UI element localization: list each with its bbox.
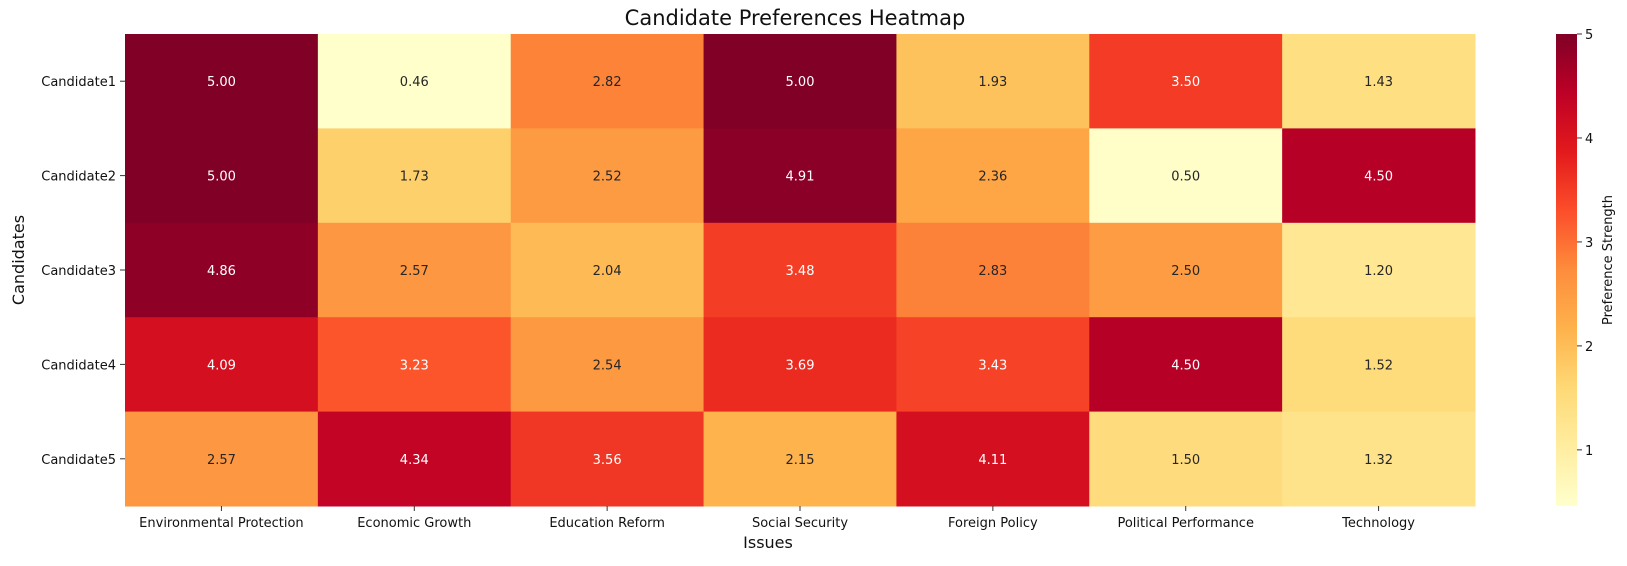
cell-value-label: 2.83 — [978, 264, 1007, 279]
cell-value-label: 2.15 — [786, 453, 815, 468]
heatmap-cell — [1089, 411, 1283, 507]
x-axis-label: Issues — [743, 533, 793, 552]
cell-value-label: 1.43 — [1364, 75, 1393, 90]
heatmap-cell — [317, 128, 512, 224]
cell-value-label: 1.73 — [400, 170, 429, 185]
y-axis-label: Candidates — [9, 215, 28, 305]
heatmap-cell — [1282, 34, 1476, 129]
y-tick-label: Candidate1 — [41, 75, 116, 90]
heatmap-cell — [510, 411, 705, 507]
cell-value-label: 2.82 — [593, 75, 622, 90]
y-tick-label: Candidate5 — [41, 453, 116, 468]
cell-value-label: 2.04 — [593, 264, 622, 279]
cell-value-label: 2.36 — [978, 170, 1007, 185]
x-tick-label: Education Reform — [549, 516, 665, 531]
heatmap-cell — [1089, 34, 1283, 129]
heatmap-cell — [1089, 222, 1283, 318]
heatmap-cell — [703, 128, 897, 224]
colorbar-tick-label: 3 — [1585, 236, 1593, 251]
heatmap-cell — [896, 411, 1090, 507]
heatmap-cell — [510, 34, 705, 129]
cell-value-label: 2.50 — [1171, 264, 1200, 279]
heatmap-cell — [125, 317, 319, 413]
cell-value-label: 5.00 — [207, 75, 236, 90]
heatmap-cell — [1282, 411, 1476, 507]
heatmap-cell — [703, 34, 897, 129]
cell-value-label: 3.23 — [400, 358, 429, 373]
heatmap-cell — [125, 222, 319, 318]
heatmap-cell — [703, 317, 897, 413]
cell-value-label: 3.50 — [1171, 75, 1200, 90]
heatmap-cell — [125, 128, 319, 224]
heatmap-cells: 5.00 0.46 2.82 5.00 1.93 3.50 1.43 5.00 1.73 2.52… — [125, 34, 1476, 507]
heatmap-cell — [510, 317, 705, 413]
heatmap-cell — [1089, 317, 1283, 413]
cell-value-label: 3.69 — [786, 358, 815, 373]
cell-value-label: 0.46 — [400, 75, 429, 90]
heatmap-cell — [510, 128, 705, 224]
heatmap-cell — [703, 222, 897, 318]
cell-value-label: 1.52 — [1364, 358, 1393, 373]
colorbar: 1 2 3 4 5 — [1556, 28, 1593, 506]
heatmap-cell — [896, 128, 1090, 224]
cell-value-label: 1.32 — [1364, 453, 1393, 468]
heatmap-cell — [317, 34, 512, 129]
heatmap-cell — [1282, 317, 1476, 413]
heatmap-cell — [317, 411, 512, 507]
heatmap-cell — [125, 411, 319, 507]
x-tick-label: Environmental Protection — [139, 516, 304, 531]
cell-value-label: 3.56 — [593, 453, 622, 468]
cell-value-label: 4.34 — [400, 453, 429, 468]
x-tick-label: Economic Growth — [357, 516, 471, 531]
cell-value-label: 2.57 — [207, 453, 236, 468]
cell-value-label: 3.43 — [978, 358, 1007, 373]
y-tick-label: Candidate4 — [41, 358, 116, 373]
heatmap-cell — [896, 34, 1090, 129]
cell-value-label: 5.00 — [786, 75, 815, 90]
heatmap-cell — [896, 222, 1090, 318]
heatmap-cell — [703, 411, 897, 507]
cell-value-label: 2.54 — [593, 358, 622, 373]
cell-value-label: 4.50 — [1364, 170, 1393, 185]
colorbar-tick-label: 2 — [1585, 340, 1593, 355]
cell-value-label: 5.00 — [207, 170, 236, 185]
x-tick-label: Technology — [1341, 516, 1415, 531]
cell-value-label: 4.86 — [207, 264, 236, 279]
y-tick-label: Candidate2 — [41, 170, 116, 185]
heatmap-cell — [317, 222, 512, 318]
cell-value-label: 2.57 — [400, 264, 429, 279]
heatmap-cell — [896, 317, 1090, 413]
cell-value-label: 4.11 — [978, 453, 1007, 468]
heatmap-cell — [317, 317, 512, 413]
cell-value-label: 2.52 — [593, 170, 622, 185]
colorbar-tick-label: 5 — [1585, 28, 1593, 43]
colorbar-tick-label: 4 — [1585, 132, 1593, 147]
cell-value-label: 4.50 — [1171, 358, 1200, 373]
heatmap-cell — [125, 34, 319, 129]
cell-value-label: 4.09 — [207, 358, 236, 373]
cell-value-label: 1.50 — [1171, 453, 1200, 468]
cell-value-label: 0.50 — [1171, 170, 1200, 185]
chart-title: Candidate Preferences Heatmap — [625, 6, 966, 30]
y-tick-label: Candidate3 — [41, 264, 116, 279]
x-tick-label: Foreign Policy — [948, 516, 1038, 531]
colorbar-gradient — [1556, 34, 1577, 506]
cell-value-label: 3.48 — [786, 264, 815, 279]
heatmap-cell — [1282, 128, 1476, 224]
y-tick-labels: Candidate1 Candidate2 Candidate3 Candidate4… — [41, 75, 125, 468]
x-tick-label: Social Security — [752, 516, 848, 531]
x-tick-label: Political Performance — [1117, 516, 1254, 531]
cell-value-label: 1.20 — [1364, 264, 1393, 279]
colorbar-label: Preference Strength — [1601, 195, 1616, 325]
heatmap-cell — [1282, 222, 1476, 318]
colorbar-tick-label: 1 — [1585, 444, 1593, 459]
heatmap-cell — [1089, 128, 1283, 224]
x-tick-labels: Environmental Protection Economic Growth E… — [139, 506, 1415, 531]
cell-value-label: 4.91 — [786, 170, 815, 185]
cell-value-label: 1.93 — [978, 75, 1007, 90]
heatmap-cell — [510, 222, 705, 318]
